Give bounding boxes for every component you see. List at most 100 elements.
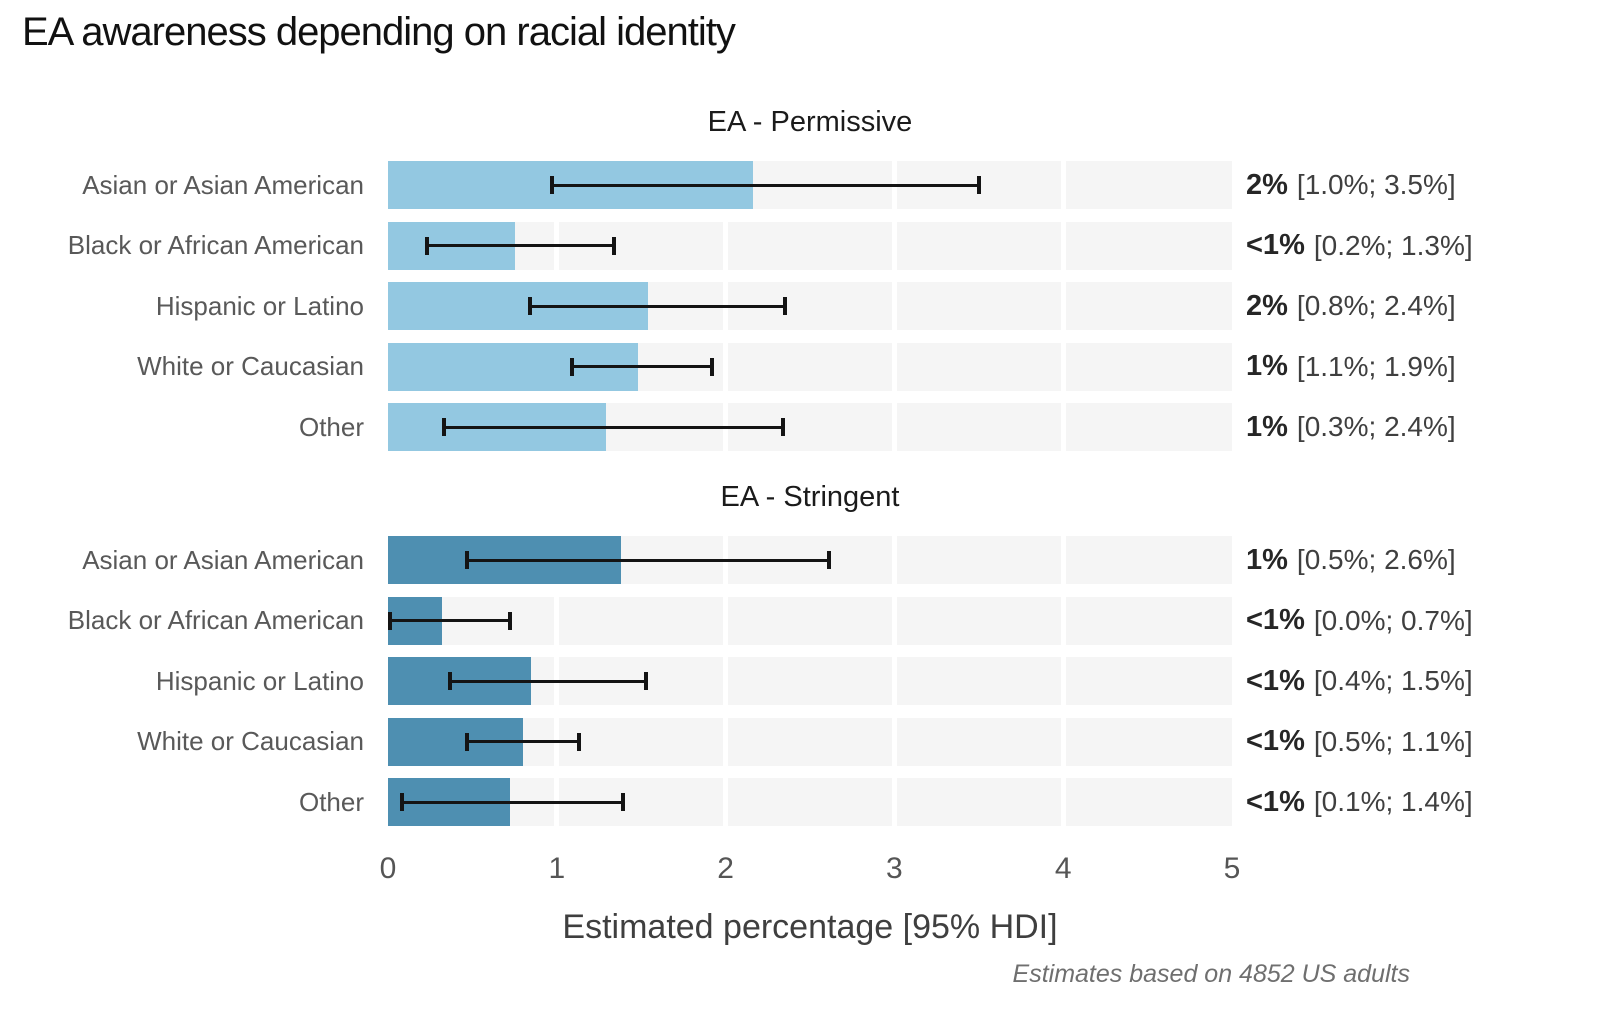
error-bar-cap-low: [549, 176, 554, 194]
bar-row: White or Caucasian 1% [1.1%; 1.9%]: [0, 342, 1600, 391]
error-bar-cap-low: [527, 297, 532, 315]
x-tick-label: 0: [379, 852, 397, 885]
bar-row: Hispanic or Latino 2% [0.8%; 2.4%]: [0, 282, 1600, 330]
error-bar-line: [401, 800, 623, 804]
bar-track: [388, 221, 1232, 270]
category-label: Hispanic or Latino: [155, 665, 364, 696]
bar-row: Black or African American <1% [0.0%; 0.7%]: [0, 596, 1600, 645]
bar-row: Asian or Asian American 2% [1.0%; 3.5%]: [0, 161, 1600, 209]
error-bar-line: [443, 425, 783, 429]
value-label: <1% [0.4%; 1.5%]: [1246, 657, 1473, 705]
bar-track: [388, 778, 1232, 826]
error-bar-cap-high: [976, 176, 981, 194]
gridline: [891, 282, 897, 330]
value-label: 1% [0.5%; 2.6%]: [1246, 536, 1456, 584]
gridline: [1060, 221, 1066, 270]
error-bar-line: [571, 365, 713, 368]
error-bar-line: [426, 244, 615, 247]
x-tick-label: 1: [548, 852, 566, 885]
value-estimate: 1%: [1246, 350, 1288, 382]
error-bar-cap-low: [424, 236, 429, 255]
error-bar-cap-high: [782, 297, 787, 315]
value-estimate: <1%: [1246, 604, 1305, 636]
error-bar-cap-high: [507, 611, 512, 630]
value-estimate: 2%: [1246, 168, 1288, 201]
gridline: [1060, 161, 1066, 209]
bar-row: Asian or Asian American 1% [0.5%; 2.6%]: [0, 536, 1600, 584]
category-label: Other: [298, 786, 364, 817]
value-estimate: <1%: [1246, 785, 1305, 818]
error-bar-cap-low: [569, 357, 574, 376]
gridline: [891, 342, 897, 391]
footnote: Estimates based on 4852 US adults: [1012, 960, 1410, 988]
value-label: 2% [0.8%; 2.4%]: [1246, 282, 1456, 330]
value-interval: [1.0%; 3.5%]: [1296, 169, 1456, 200]
error-bar-cap-high: [826, 551, 831, 569]
value-interval: [0.8%; 2.4%]: [1296, 290, 1456, 321]
panel-title-permissive: EA - Permissive: [707, 106, 913, 138]
panel-rows-permissive: Asian or Asian American 2% [1.0%; 3.5%] Bla…: [0, 161, 1600, 451]
error-bar-cap-low: [387, 611, 392, 630]
value-label: <1% [0.1%; 1.4%]: [1246, 778, 1473, 826]
panel-stringent: EA - Stringent Asian or Asian American 1%…: [0, 478, 1600, 839]
error-bar-line: [467, 558, 829, 562]
value-interval: [0.0%; 0.7%]: [1313, 604, 1473, 636]
gridline: [554, 596, 560, 645]
error-bar-line: [389, 619, 510, 622]
category-label: White or Caucasian: [137, 351, 364, 381]
error-bar-cap-high: [710, 357, 715, 376]
gridline: [723, 657, 729, 705]
error-bar-cap-low: [465, 551, 470, 569]
category-label: Black or African American: [67, 605, 364, 635]
x-tick-label: 4: [1054, 852, 1072, 885]
error-bar-line: [529, 304, 785, 308]
gridline: [723, 221, 729, 270]
gridline: [1060, 717, 1066, 766]
panel-permissive: EA - Permissive Asian or Asian American 2…: [0, 103, 1600, 464]
gridline: [891, 221, 897, 270]
error-bar-cap-high: [620, 793, 625, 811]
bar-track: [388, 282, 1232, 330]
gridline: [723, 342, 729, 391]
error-bar-cap-low: [441, 418, 446, 436]
value-interval: [0.5%; 2.6%]: [1296, 544, 1456, 575]
gridline: [891, 536, 897, 584]
gridline: [723, 596, 729, 645]
bar-row: White or Caucasian <1% [0.5%; 1.1%]: [0, 717, 1600, 766]
gridline: [1060, 778, 1066, 826]
error-bar-cap-high: [780, 418, 785, 436]
gridline: [1060, 282, 1066, 330]
x-tick-label: 2: [717, 852, 734, 885]
gridline: [891, 403, 897, 451]
gridline: [1060, 342, 1066, 391]
value-interval: [1.1%; 1.9%]: [1296, 350, 1456, 382]
category-label: White or Caucasian: [137, 726, 364, 756]
value-interval: [0.4%; 1.5%]: [1313, 665, 1473, 696]
error-bar-line: [467, 740, 579, 743]
x-tick-label: 3: [886, 852, 903, 885]
bar-row: Hispanic or Latino <1% [0.4%; 1.5%]: [0, 657, 1600, 705]
bar-track: [388, 403, 1232, 451]
value-interval: [0.2%; 1.3%]: [1313, 229, 1473, 261]
value-label: <1% [0.5%; 1.1%]: [1246, 718, 1473, 766]
bar-track: [387, 596, 1232, 645]
bar-track: [388, 717, 1232, 766]
category-label: Other: [298, 411, 364, 442]
category-label: Asian or Asian American: [82, 169, 364, 200]
bar-row: Black or African American <1% [0.2%; 1.3%]: [0, 221, 1600, 270]
error-bar-cap-high: [576, 732, 581, 751]
gridline: [891, 717, 897, 766]
value-interval: [0.5%; 1.1%]: [1313, 725, 1473, 757]
gridline: [891, 657, 897, 705]
bar-track: [388, 161, 1232, 209]
bar-track: [388, 657, 1232, 705]
value-label: 2% [1.0%; 3.5%]: [1246, 161, 1456, 209]
gridline: [723, 717, 729, 766]
bar-row: Other <1% [0.1%; 1.4%]: [0, 778, 1600, 826]
value-estimate: 1%: [1246, 543, 1288, 576]
x-axis-ticks: 0 1 2 3 4 5: [380, 852, 1241, 890]
bar-track: [388, 342, 1232, 391]
gridline: [1060, 657, 1066, 705]
panel-rows-stringent: Asian or Asian American 1% [0.5%; 2.6%] Bla…: [0, 536, 1600, 826]
gridline: [891, 596, 897, 645]
